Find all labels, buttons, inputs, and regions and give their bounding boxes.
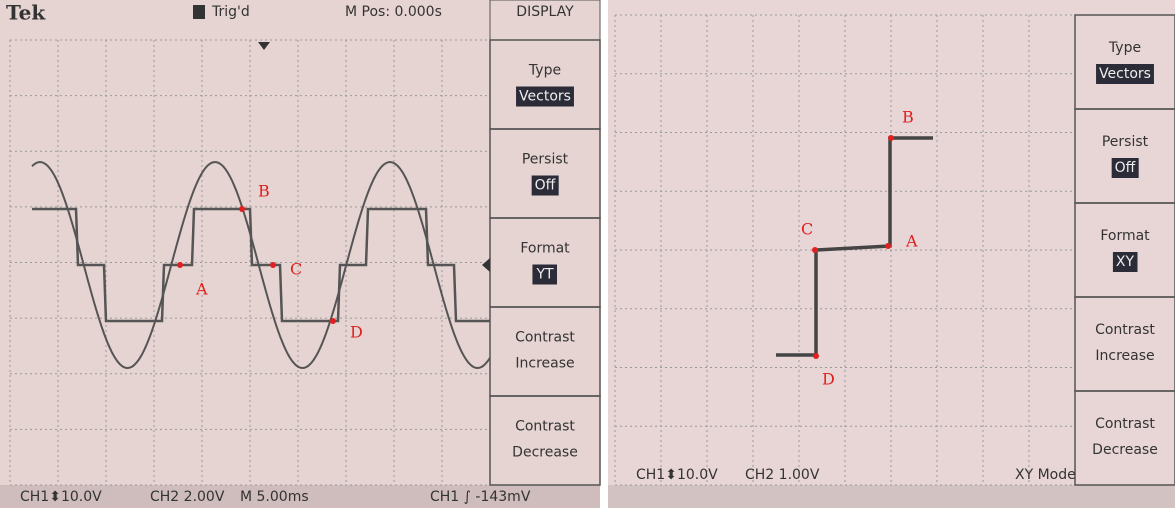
menu-label: Type — [1108, 40, 1141, 56]
page: Type Vectors Persist Off Format YT Contrast Inc… — [0, 0, 1175, 508]
menu-label: Format — [1100, 228, 1150, 244]
point-label: C — [290, 260, 302, 279]
footer-text: XY Mode — [1015, 467, 1076, 483]
position: M Pos: 0.000s — [345, 4, 442, 20]
menu-label: Format — [520, 241, 570, 257]
point-dot — [330, 318, 336, 324]
menu-label: Contrast — [515, 419, 575, 435]
point-label: A — [195, 280, 208, 299]
trig-icon — [193, 5, 205, 19]
menu-value: YT — [535, 267, 554, 283]
menu-label: Type — [528, 63, 561, 79]
point-dot — [177, 262, 183, 268]
oscilloscope-photos: Type Vectors Persist Off Format YT Contrast Inc… — [0, 0, 1175, 508]
brand: Tek — [6, 1, 46, 25]
menu-value: Off — [1115, 160, 1136, 176]
point-dot — [813, 353, 819, 359]
menu-value: Decrease — [1092, 442, 1158, 458]
menu-value: Increase — [1095, 348, 1154, 364]
left-screen — [0, 0, 600, 508]
menu-value: Off — [535, 178, 556, 194]
footer-text: M 5.00ms — [240, 489, 309, 505]
point-dot — [888, 135, 894, 141]
footer-text: CH2 1.00V — [745, 467, 820, 483]
footer-text: CH1⬍10.0V — [20, 489, 102, 505]
trigger-status: Trig'd — [211, 4, 250, 20]
menu-label: Persist — [522, 152, 569, 168]
footer-text: CH2 2.00V — [150, 489, 225, 505]
menu-value: Vectors — [519, 89, 571, 105]
footer-text: CH1⬍10.0V — [636, 467, 718, 483]
point-dot — [812, 247, 818, 253]
point-label: A — [905, 232, 918, 251]
point-label: B — [902, 108, 914, 127]
right-footer-bar — [608, 485, 1175, 508]
menu-value: Decrease — [512, 445, 578, 461]
menu-value: Vectors — [1099, 66, 1151, 82]
point-dot — [270, 262, 276, 268]
menu-label: Persist — [1102, 134, 1149, 150]
point-label: D — [350, 323, 363, 342]
menu-label: Contrast — [1095, 416, 1155, 432]
menu-label: Contrast — [515, 330, 575, 346]
point-label: B — [258, 182, 270, 201]
point-label: C — [801, 220, 813, 239]
menu-value: Increase — [515, 356, 574, 372]
point-label: D — [822, 370, 835, 389]
menu-title: DISPLAY — [516, 4, 574, 20]
point-dot — [885, 243, 891, 249]
footer-text: CH1 ∫ -143mV — [430, 489, 531, 505]
point-dot — [239, 206, 245, 212]
menu-label: Contrast — [1095, 322, 1155, 338]
menu-value: XY — [1116, 254, 1135, 270]
